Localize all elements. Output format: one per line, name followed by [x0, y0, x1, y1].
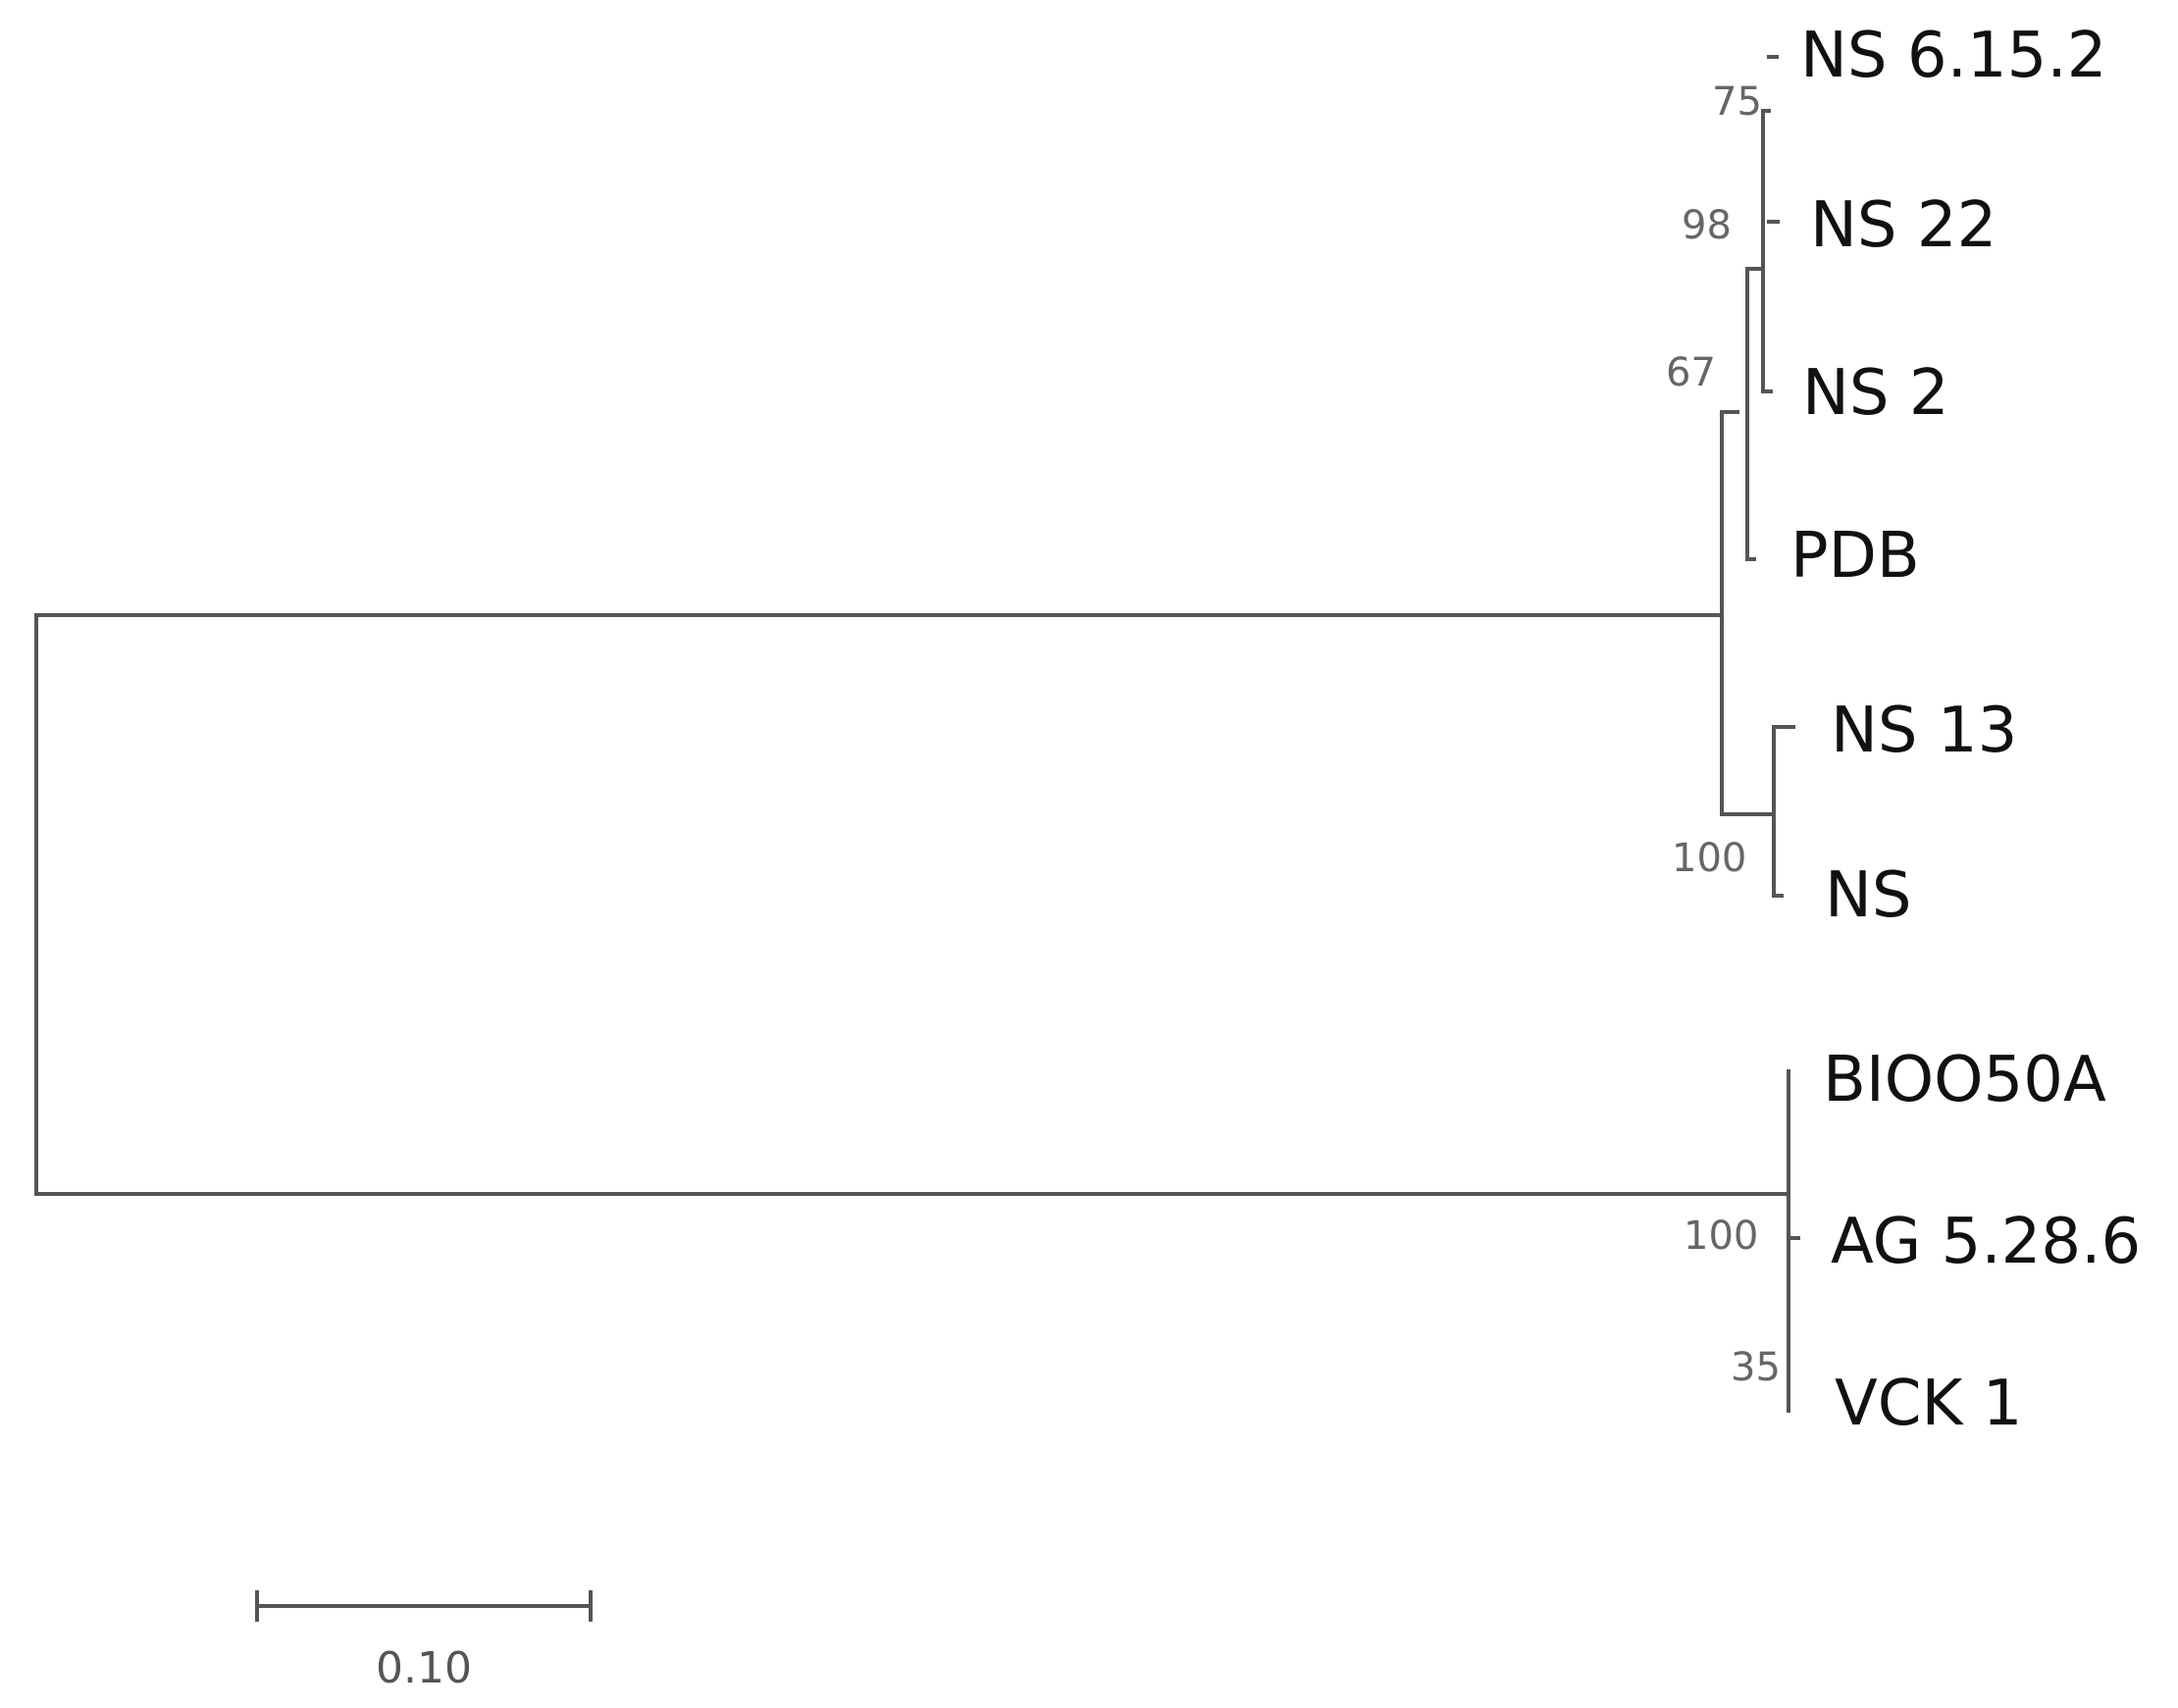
taxon-label-pdb: PDB [1790, 520, 1920, 593]
clade-b-branch [1787, 1069, 1800, 1413]
taxon-label-ag-5-28-6: AG 5.28.6 [1831, 1206, 2141, 1278]
scale-bar-line [255, 1590, 593, 1622]
scale-bar-label: 0.10 [376, 1643, 472, 1693]
bootstrap-value: 67 [1666, 350, 1716, 395]
taxon-label-ns-22: NS 22 [1810, 189, 1996, 262]
tree-branches [34, 55, 1800, 1413]
taxon-label-ns-2: NS 2 [1802, 357, 1949, 430]
bootstrap-value: 98 [1682, 203, 1732, 248]
bootstrap-value: 100 [1672, 836, 1746, 881]
clade-ns-branch [1720, 410, 1776, 816]
taxon-label-ns-13: NS 13 [1831, 695, 2017, 767]
bootstrap-value: 75 [1712, 79, 1762, 125]
bootstrap-value: 35 [1731, 1345, 1781, 1390]
taxon-label-bioo50a: BIOO50A [1823, 1044, 2106, 1116]
clade-67-branch [1745, 267, 1765, 561]
root-branch [34, 613, 1790, 1196]
clade-ns13-branch [1772, 725, 1795, 898]
bootstrap-value: 100 [1684, 1214, 1758, 1259]
taxon-label-vck-1: VCK 1 [1835, 1368, 2023, 1440]
taxon-label-ns-6-15-2: NS 6.15.2 [1800, 20, 2106, 92]
taxon-labels: NS 6.15.2 NS 22 NS 2 PDB NS 13 NS BIOO50… [1790, 20, 2141, 1440]
bootstrap-values: 75 98 67 100 100 35 [1666, 79, 1781, 1390]
scale-bar: 0.10 [255, 1590, 593, 1693]
clade-98-branch [1761, 109, 1773, 393]
taxon-label-ns: NS [1825, 859, 1912, 932]
